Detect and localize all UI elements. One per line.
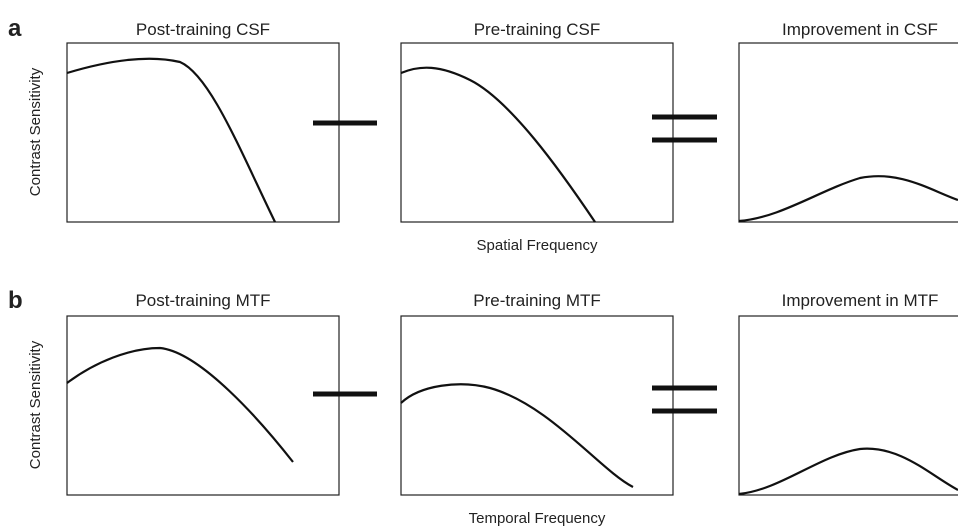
plot-box <box>66 42 340 223</box>
curve <box>66 346 294 463</box>
plot-box <box>400 42 674 223</box>
panel-a: a Post-training CSF Pre-training CSF Imp… <box>8 15 958 254</box>
plot-box <box>738 42 958 223</box>
plot-box <box>738 315 958 496</box>
y-axis-label: Contrast Sensitivity <box>27 340 44 469</box>
curve <box>400 383 634 488</box>
panel-title: Post-training MTF <box>135 291 270 310</box>
x-axis-label: Temporal Frequency <box>469 510 606 527</box>
x-axis-label: Spatial Frequency <box>477 237 598 254</box>
panel-title: Improvement in CSF <box>782 20 938 39</box>
curve <box>400 66 596 223</box>
curve <box>738 175 958 223</box>
y-axis-label: Contrast Sensitivity <box>27 67 44 196</box>
panel-title: Post-training CSF <box>136 20 270 39</box>
panel-label: b <box>8 287 23 314</box>
panel-b: b Post-training MTF Pre-training MTF Imp… <box>8 287 958 527</box>
panel-label: a <box>8 15 22 42</box>
plot-box <box>66 315 340 496</box>
panel-title: Pre-training CSF <box>474 20 601 39</box>
curve <box>738 447 958 496</box>
curve <box>66 57 276 223</box>
panel-title: Improvement in MTF <box>782 291 939 310</box>
panel-title: Pre-training MTF <box>473 291 601 310</box>
plot-box <box>400 315 674 496</box>
